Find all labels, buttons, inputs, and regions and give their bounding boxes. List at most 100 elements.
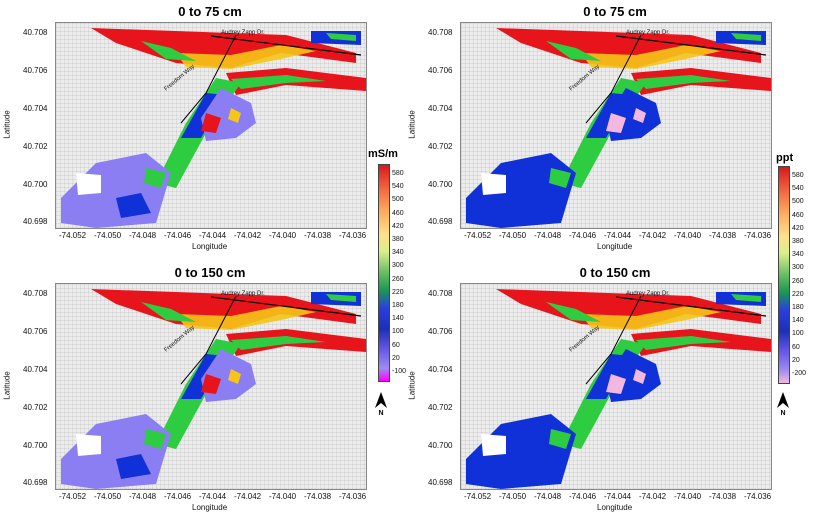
panel-title: 0 to 150 cm (174, 265, 246, 280)
y-tick-label: 40.704 (428, 364, 453, 374)
road-label-audrey: Audrey Zapp Dr. (626, 30, 670, 36)
legend-tick-label: 380 (792, 238, 804, 245)
legend-tick-label: 220 (392, 288, 404, 296)
x-tick-label: -74.040 (674, 492, 702, 501)
y-axis-label: Latitude (407, 109, 417, 139)
legend-tick-label: 460 (392, 209, 404, 217)
legend-tick-label: 180 (392, 302, 404, 309)
legend-tick-label: 60 (792, 343, 800, 351)
legend-tick-label: 140 (792, 317, 804, 325)
legend-tick-label: -100 (392, 368, 407, 375)
x-tick-label: -74.050 (499, 231, 527, 240)
x-tick-label: -74.052 (464, 492, 492, 501)
legend-tick-label: 540 (392, 183, 404, 191)
north-arrow-left: N (374, 392, 388, 417)
legend-tick-label: 20 (792, 356, 800, 364)
legend-tick-label: 60 (392, 341, 400, 349)
legend-tick-label: 380 (392, 236, 404, 243)
x-axis-label: Longitude (192, 503, 228, 512)
y-tick-label: 40.708 (23, 289, 48, 298)
y-tick-label: 40.708 (23, 28, 48, 37)
y-tick-label: 40.702 (23, 402, 48, 412)
y-tick-label: 40.704 (428, 103, 453, 113)
legend-tick-label: 340 (792, 251, 804, 259)
road-label-freedom: Freedom Way (163, 325, 196, 354)
map-frame: Audrey Zapp Dr. Freedom Way (55, 22, 367, 229)
legend-tick-label: 420 (792, 224, 804, 232)
x-tick-label: -74.038 (304, 492, 332, 501)
x-tick-label: -74.036 (339, 492, 367, 501)
legend-right-bar (778, 166, 790, 384)
legend-tick-label: 580 (392, 170, 404, 177)
y-tick-label: 40.700 (23, 440, 48, 450)
x-tick-label: -74.050 (499, 492, 527, 501)
map-frame: Audrey Zapp Dr. Freedom Way (460, 283, 772, 490)
y-tick-label: 40.708 (428, 289, 453, 298)
x-tick-label: -74.044 (199, 231, 227, 240)
road-label-audrey: Audrey Zapp Dr. (221, 30, 265, 36)
legend-tick-label: 300 (792, 264, 804, 272)
x-tick-label: -74.050 (94, 492, 122, 501)
y-tick-label: 40.702 (428, 141, 453, 151)
x-tick-label: -74.036 (744, 492, 772, 501)
road-label-freedom: Freedom Way (568, 64, 601, 93)
y-tick-label: 40.700 (428, 440, 453, 450)
map-frame: Audrey Zapp Dr. Freedom Way (55, 283, 367, 490)
y-tick-label: 40.704 (23, 103, 48, 113)
x-tick-label: -74.040 (269, 231, 297, 240)
x-tick-label: -74.042 (639, 492, 667, 501)
legend-tick-label: 340 (392, 249, 404, 257)
x-tick-label: -74.042 (234, 492, 262, 501)
x-axis-label: Longitude (597, 503, 633, 512)
x-tick-label: -74.038 (304, 231, 332, 240)
y-tick-label: 40.698 (428, 217, 453, 227)
legend-tick-label: 540 (792, 185, 804, 193)
x-tick-label: -74.046 (164, 492, 192, 501)
north-arrow-right: N (776, 392, 790, 417)
x-axis-label: Longitude (192, 242, 228, 251)
x-tick-label: -74.052 (59, 231, 87, 240)
x-tick-label: -74.042 (639, 231, 667, 240)
road-label-audrey: Audrey Zapp Dr. (221, 291, 265, 297)
road-label-audrey: Audrey Zapp Dr. (626, 291, 670, 297)
y-tick-label: 40.702 (23, 141, 48, 151)
field-map: Audrey Zapp Dr. Freedom Way (61, 28, 366, 228)
north-label-right: N (780, 410, 786, 417)
north-label-left: N (378, 410, 384, 417)
y-tick-label: 40.702 (428, 402, 453, 412)
x-tick-label: -74.036 (339, 231, 367, 240)
x-tick-label: -74.038 (709, 492, 737, 501)
panel-title: 0 to 150 cm (579, 265, 651, 280)
legend-tick-label: 500 (392, 196, 404, 204)
x-tick-label: -74.040 (269, 492, 297, 501)
legend-tick-label: 220 (792, 290, 804, 298)
y-tick-label: 40.704 (23, 364, 48, 374)
legend-tick-label: 580 (792, 172, 804, 179)
y-axis-label: Latitude (407, 370, 417, 400)
panel-title: 0 to 75 cm (178, 4, 242, 19)
legend-tick-label: 100 (792, 330, 804, 338)
field-map: Audrey Zapp Dr. Freedom Way (466, 28, 771, 228)
x-tick-label: -74.044 (604, 492, 632, 501)
y-tick-label: 40.706 (23, 326, 48, 336)
x-tick-label: -74.038 (709, 231, 737, 240)
y-tick-label: 40.700 (428, 179, 453, 189)
legend-tick-label: 180 (792, 304, 804, 311)
x-tick-label: -74.048 (129, 231, 157, 240)
road-label-freedom: Freedom Way (163, 64, 196, 93)
y-tick-label: 40.708 (428, 28, 453, 37)
legend-right-title: ppt (776, 152, 794, 164)
x-tick-label: -74.052 (59, 492, 87, 501)
y-axis-label: Latitude (2, 109, 12, 139)
legend-left-bar (378, 164, 390, 382)
x-tick-label: -74.046 (569, 231, 597, 240)
legend-left-title: mS/m (368, 148, 398, 160)
x-tick-label: -74.036 (744, 231, 772, 240)
legend-tick-label: 500 (792, 198, 804, 206)
x-tick-label: -74.042 (234, 231, 262, 240)
x-tick-label: -74.050 (94, 231, 122, 240)
x-tick-label: -74.048 (534, 492, 562, 501)
legend-tick-label: -200 (792, 370, 807, 377)
y-tick-label: 40.698 (428, 478, 453, 488)
legend-tick-label: 260 (792, 277, 804, 285)
